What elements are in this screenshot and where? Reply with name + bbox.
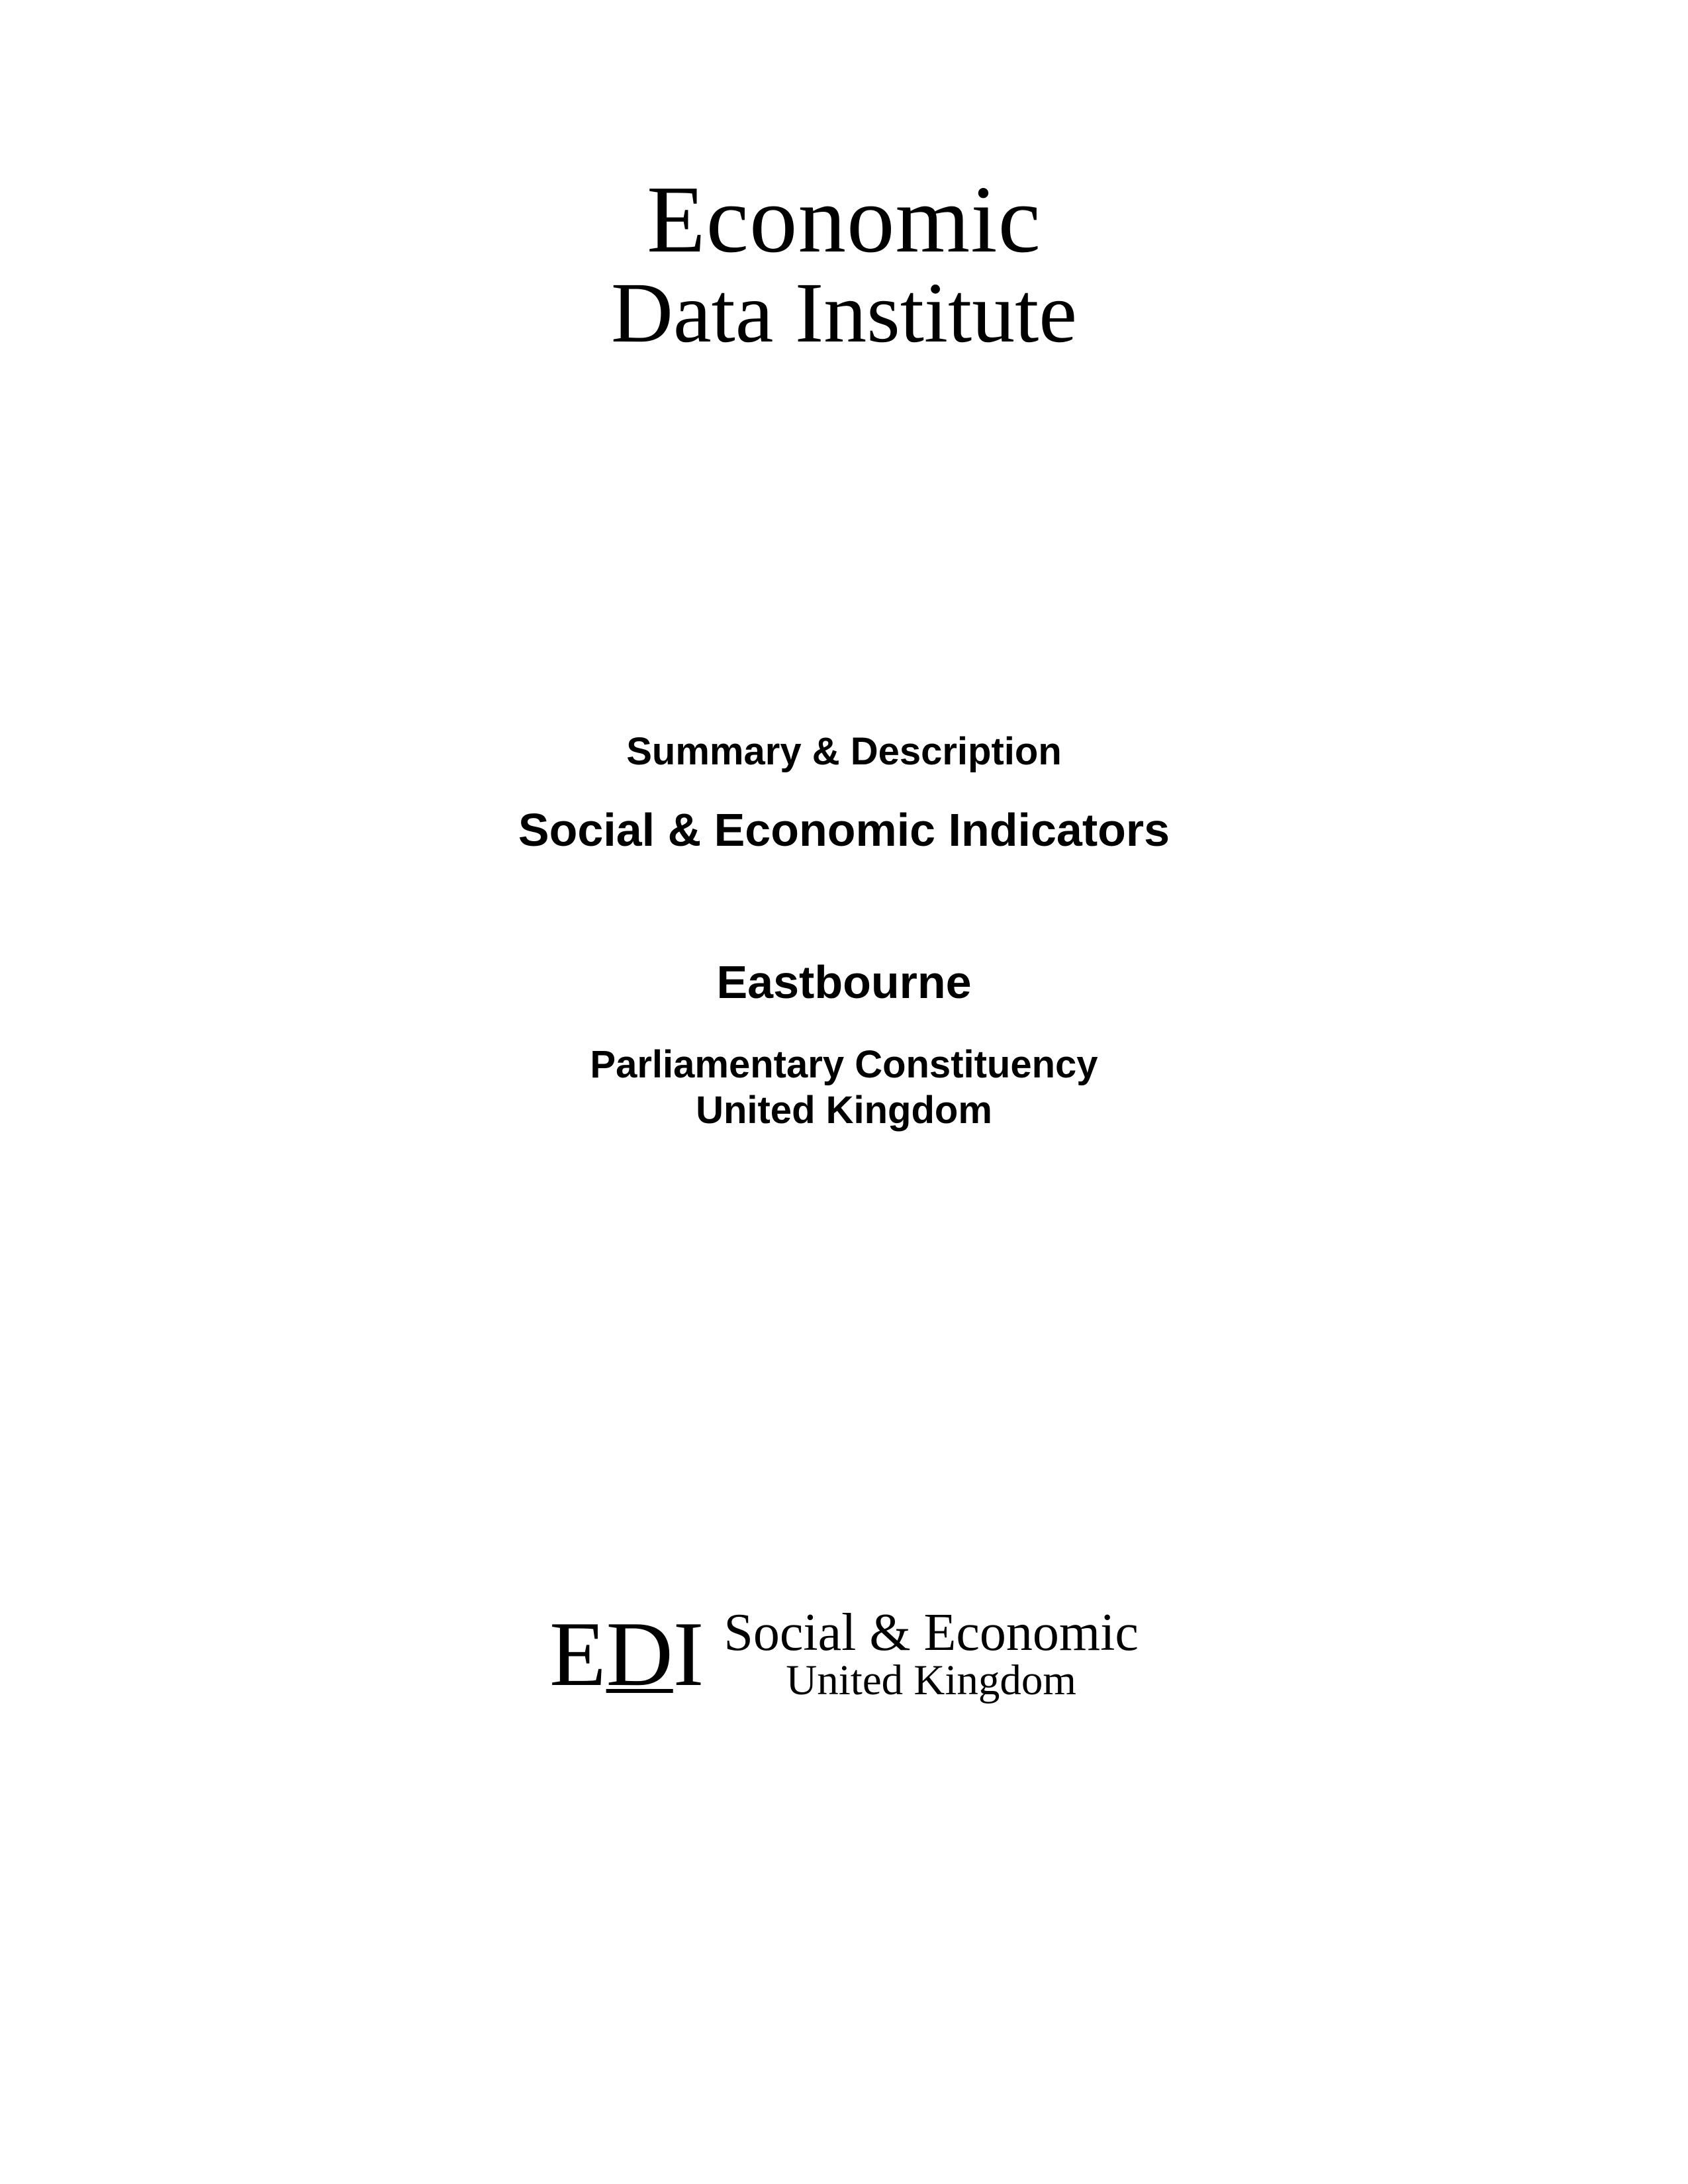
header-logo-line1: Economic [611,172,1077,268]
summary-label: Summary & Description [518,729,1170,774]
document-page: Economic Data Institute Summary & Descri… [0,0,1688,2184]
header-logo: Economic Data Institute [611,172,1077,359]
footer-logo: EDI Social & Economic United Kingdom [549,1601,1139,1707]
header-logo-line2: Data Institute [611,268,1077,359]
subtitle-line2: United Kingdom [518,1087,1170,1134]
footer-text-block: Social & Economic United Kingdom [724,1606,1139,1702]
footer-text-line2: United Kingdom [724,1659,1139,1702]
main-title: Social & Economic Indicators [518,803,1170,856]
location-name: Eastbourne [518,956,1170,1009]
edi-letter-e: E [549,1601,606,1707]
edi-logo-mark: EDI [549,1601,704,1707]
title-block: Summary & Description Social & Economic … [518,729,1170,1134]
edi-letter-i: I [673,1601,704,1707]
footer-text-line1: Social & Economic [724,1606,1139,1659]
edi-letter-d: D [606,1601,673,1707]
subtitle-line1: Parliamentary Constituency [518,1042,1170,1088]
